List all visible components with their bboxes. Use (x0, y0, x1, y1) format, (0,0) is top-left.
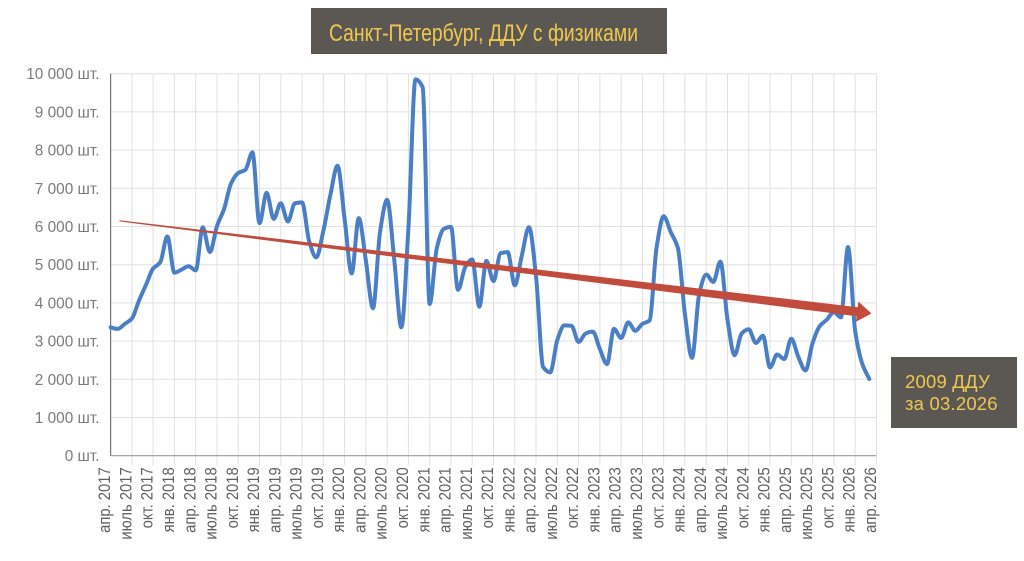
svg-text:апр. 2023: апр. 2023 (607, 467, 625, 533)
svg-text:янв. 2026: янв. 2026 (841, 467, 859, 532)
svg-text:янв. 2023: янв. 2023 (586, 467, 604, 532)
svg-text:окт. 2018: окт. 2018 (224, 467, 242, 528)
svg-text:апр. 2026: апр. 2026 (862, 467, 880, 533)
svg-text:окт. 2023: окт. 2023 (649, 467, 667, 528)
svg-text:июль 2022: июль 2022 (543, 467, 561, 539)
svg-text:янв. 2019: янв. 2019 (245, 467, 263, 532)
svg-text:7 000 шт.: 7 000 шт. (35, 181, 100, 198)
svg-text:янв. 2020: янв. 2020 (330, 467, 348, 532)
svg-text:янв. 2021: янв. 2021 (415, 467, 433, 532)
svg-text:янв. 2024: янв. 2024 (671, 467, 689, 532)
svg-text:апр. 2020: апр. 2020 (352, 467, 370, 533)
svg-text:янв. 2022: янв. 2022 (501, 467, 519, 532)
svg-text:апр. 2025: апр. 2025 (777, 467, 795, 533)
svg-text:5 000 шт.: 5 000 шт. (35, 257, 100, 274)
svg-text:апр. 2022: апр. 2022 (522, 467, 540, 533)
svg-text:4 000 шт.: 4 000 шт. (35, 295, 100, 312)
svg-text:апр. 2018: апр. 2018 (181, 467, 199, 533)
svg-text:апр. 2019: апр. 2019 (267, 467, 285, 533)
svg-text:окт. 2021: окт. 2021 (479, 467, 497, 528)
svg-text:окт. 2017: окт. 2017 (139, 467, 157, 528)
svg-text:8 000 шт.: 8 000 шт. (35, 143, 100, 160)
svg-text:10 000 шт.: 10 000 шт. (26, 66, 99, 83)
svg-text:июль 2018: июль 2018 (203, 467, 221, 539)
svg-text:9 000 шт.: 9 000 шт. (35, 104, 100, 121)
svg-text:июль 2017: июль 2017 (118, 467, 136, 539)
svg-text:июль 2021: июль 2021 (458, 467, 476, 539)
svg-text:окт. 2024: окт. 2024 (735, 467, 753, 528)
svg-text:июль 2025: июль 2025 (798, 467, 816, 539)
svg-text:6 000 шт.: 6 000 шт. (35, 219, 100, 236)
svg-text:апр. 2024: апр. 2024 (692, 467, 710, 533)
svg-text:окт. 2020: окт. 2020 (394, 467, 412, 528)
svg-text:1 000 шт.: 1 000 шт. (35, 410, 100, 427)
svg-text:апр. 2021: апр. 2021 (437, 467, 455, 533)
svg-text:янв. 2018: янв. 2018 (160, 467, 178, 532)
svg-text:июль 2023: июль 2023 (628, 467, 646, 539)
svg-text:янв. 2025: янв. 2025 (756, 467, 774, 532)
svg-text:окт. 2019: окт. 2019 (309, 467, 327, 528)
svg-text:апр. 2017: апр. 2017 (96, 467, 114, 533)
svg-text:0 шт.: 0 шт. (65, 448, 100, 465)
svg-text:окт. 2022: окт. 2022 (564, 467, 582, 528)
svg-text:июль 2024: июль 2024 (713, 467, 731, 539)
svg-text:июль 2019: июль 2019 (288, 467, 306, 539)
svg-text:3 000 шт.: 3 000 шт. (35, 334, 100, 351)
svg-text:окт. 2025: окт. 2025 (820, 467, 838, 528)
svg-text:2 000 шт.: 2 000 шт. (35, 372, 100, 389)
svg-text:июль 2020: июль 2020 (373, 467, 391, 539)
